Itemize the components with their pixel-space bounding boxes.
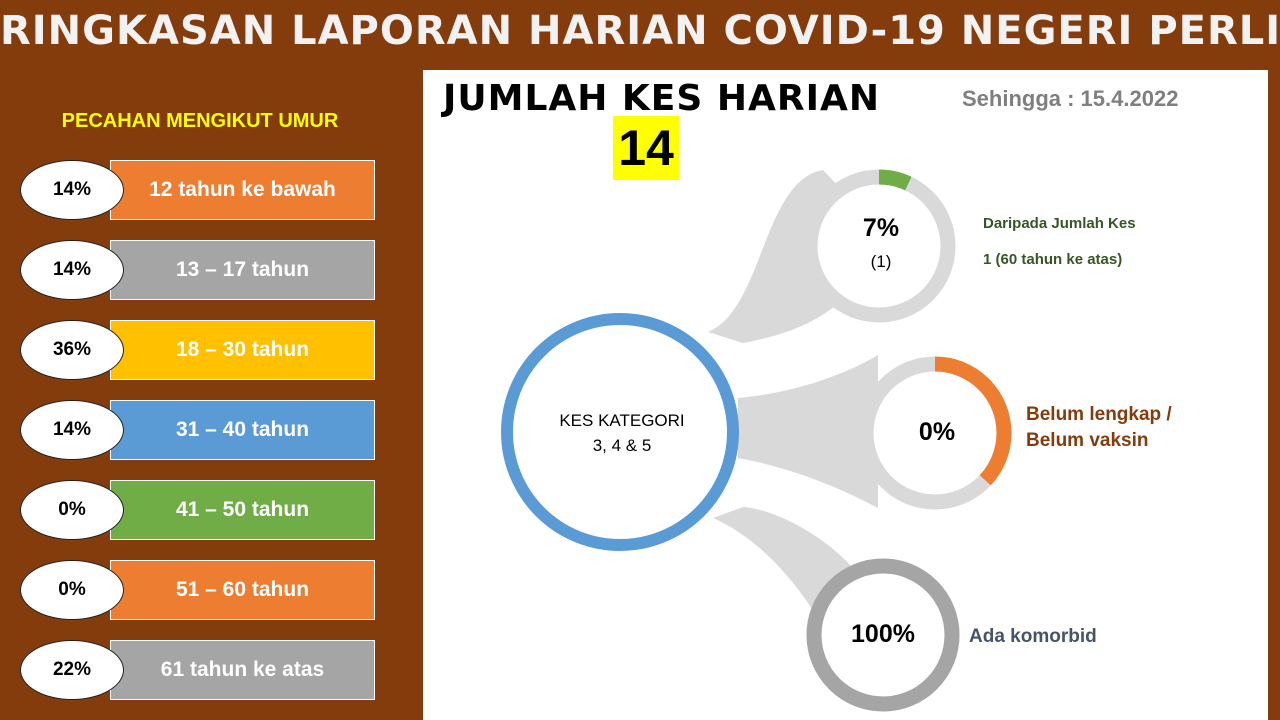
age-percent: 0% bbox=[20, 480, 124, 540]
indicator-ring-arc bbox=[806, 558, 960, 712]
indicator-percent: 0% bbox=[918, 418, 956, 446]
age-row: 13 – 17 tahun 14% bbox=[20, 240, 380, 302]
age-row: 51 – 60 tahun 0% bbox=[20, 560, 380, 622]
category-diagram bbox=[501, 169, 1012, 712]
age-label: 61 tahun ke atas bbox=[110, 640, 375, 700]
indicator-percent: 100% bbox=[851, 620, 915, 648]
indicator-label-line2: Belum vaksin bbox=[1026, 430, 1149, 451]
as-of-date: Sehingga : 15.4.2022 bbox=[962, 86, 1179, 111]
age-percent: 0% bbox=[20, 560, 124, 620]
age-row: 31 – 40 tahun 14% bbox=[20, 400, 380, 462]
indicator-label-line1: Daripada Jumlah Kes bbox=[983, 215, 1136, 232]
age-percent: 22% bbox=[20, 640, 124, 700]
age-breakdown-title: PECAHAN MENGIKUT UMUR bbox=[61, 110, 339, 132]
indicator-label: Ada komorbid bbox=[969, 626, 1097, 647]
right-border-strip bbox=[1268, 70, 1280, 720]
indicator-sub: (1) bbox=[870, 252, 892, 271]
indicator-ring-track bbox=[802, 169, 956, 323]
indicator-percent: 7% bbox=[862, 214, 900, 242]
indicator-ring-arc bbox=[858, 356, 1012, 510]
age-percent: 14% bbox=[20, 400, 124, 460]
daily-cases-count: 14 bbox=[613, 116, 679, 180]
indicator-label-line2: 1 (60 tahun ke atas) bbox=[983, 251, 1123, 268]
category-label-line1: KES KATEGORI bbox=[559, 411, 685, 430]
header-bar bbox=[0, 0, 1280, 70]
category-ring bbox=[501, 313, 739, 551]
age-label: 12 tahun ke bawah bbox=[110, 160, 375, 220]
category-label-line2: 3, 4 & 5 bbox=[592, 436, 652, 455]
age-percent: 14% bbox=[20, 160, 124, 220]
age-row: 41 – 50 tahun 0% bbox=[20, 480, 380, 542]
age-label: 13 – 17 tahun bbox=[110, 240, 375, 300]
age-label: 18 – 30 tahun bbox=[110, 320, 375, 380]
age-row: 12 tahun ke bawah 14% bbox=[20, 160, 380, 222]
connector-middle bbox=[738, 355, 878, 508]
age-label: 41 – 50 tahun bbox=[110, 480, 375, 540]
age-percent: 14% bbox=[20, 240, 124, 300]
indicator-label-line1: Belum lengkap / bbox=[1026, 404, 1172, 425]
daily-cases-title: JUMLAH KES HARIAN bbox=[443, 78, 880, 119]
age-percent: 36% bbox=[20, 320, 124, 380]
age-row: 61 tahun ke atas 22% bbox=[20, 640, 380, 702]
category-label: KES KATEGORI 3, 4 & 5 bbox=[522, 408, 722, 458]
age-label: 51 – 60 tahun bbox=[110, 560, 375, 620]
indicator-ring-arc bbox=[802, 169, 956, 323]
page-title: RINGKASAN LAPORAN HARIAN COVID-19 NEGERI… bbox=[0, 8, 1280, 54]
indicator-label: Belum lengkap / Belum vaksin bbox=[1026, 402, 1172, 454]
age-row: 18 – 30 tahun 36% bbox=[20, 320, 380, 382]
age-label: 31 – 40 tahun bbox=[110, 400, 375, 460]
